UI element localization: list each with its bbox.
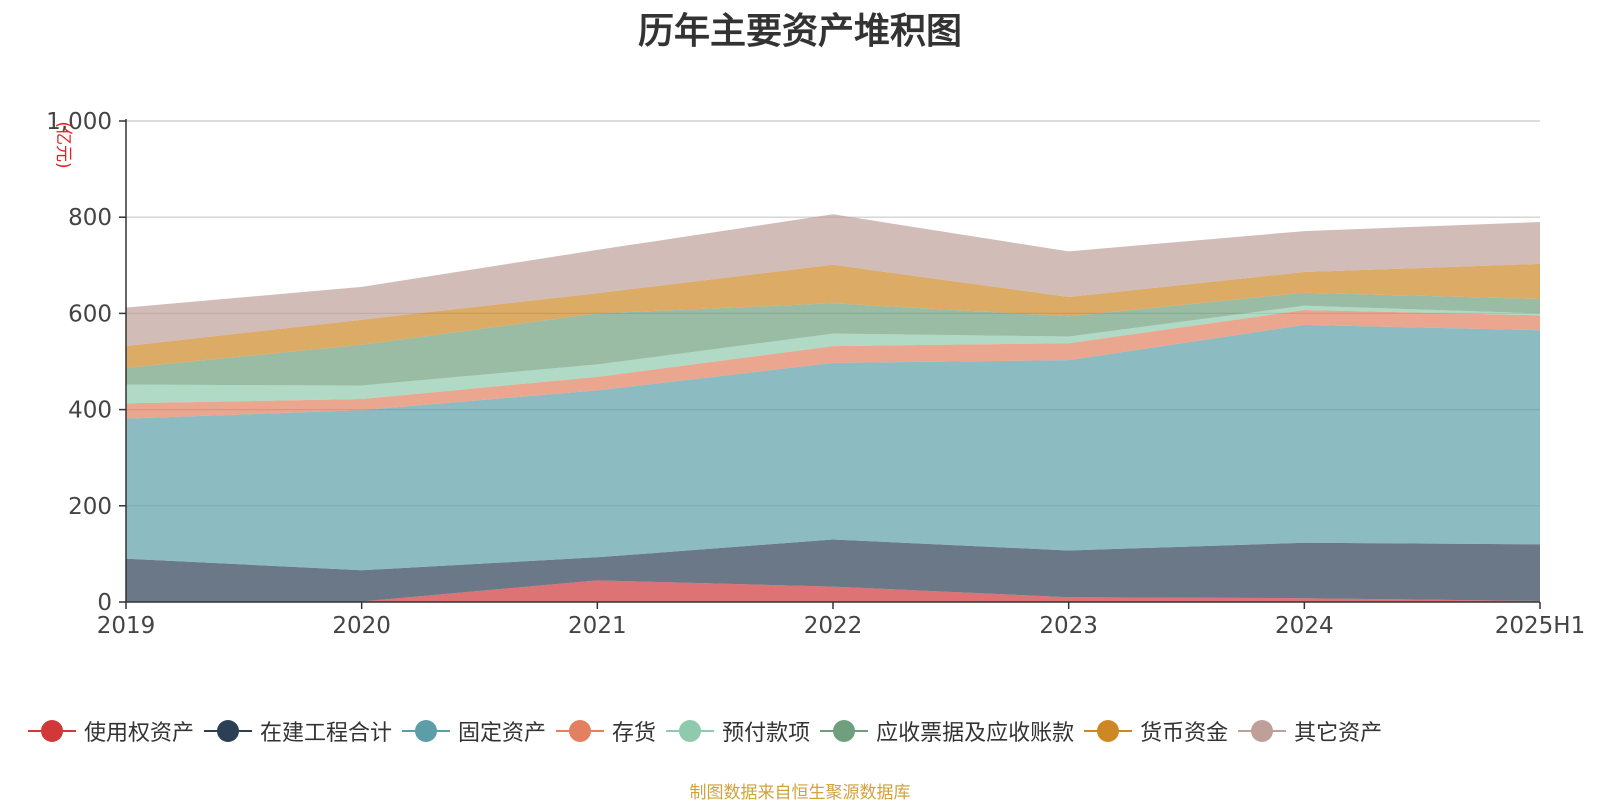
area-series-6[interactable] (126, 263, 1540, 368)
legend-label: 使用权资产 (84, 721, 195, 746)
x-tick-label: 2023 (1039, 613, 1098, 639)
x-tick-label: 2025H1 (1495, 613, 1585, 639)
area-layer (126, 214, 1540, 602)
legend-item[interactable]: 货币资金 (1084, 715, 1228, 747)
legend-label: 存货 (612, 721, 657, 746)
legend-marker-icon (28, 720, 76, 742)
legend-item[interactable]: 在建工程合计 (204, 715, 392, 747)
legend-label: 预付款项 (722, 721, 811, 746)
legend-label: 固定资产 (458, 721, 547, 746)
legend-marker-icon (204, 720, 253, 742)
legend-item[interactable]: 使用权资产 (28, 715, 194, 747)
area-series-0[interactable] (126, 580, 1540, 602)
area-series-7[interactable] (126, 214, 1540, 347)
area-series-4[interactable] (126, 305, 1540, 404)
legend-item[interactable]: 其它资产 (1238, 715, 1382, 747)
area-series-1[interactable] (126, 539, 1540, 603)
legend-label: 货币资金 (1140, 721, 1229, 746)
y-axis-label: (亿元) (53, 121, 73, 168)
legend-marker-icon (1238, 720, 1287, 742)
y-tick-label: 0 (97, 590, 112, 616)
legend-marker-icon (1084, 720, 1133, 742)
legend-item[interactable]: 存货 (556, 715, 656, 747)
legend-marker-icon (402, 720, 451, 742)
area-series-3[interactable] (126, 310, 1540, 419)
y-tick-label: 1,000 (46, 109, 112, 135)
x-tick-label: 2019 (97, 613, 156, 639)
axis-layer: 0 200 400 600 800 1,000(亿元) 2019 2020 2021 2022 20… (46, 109, 1585, 639)
legend-label: 应收票据及应收账款 (876, 721, 1075, 746)
x-tick-label: 2024 (1275, 613, 1334, 639)
area-series-5[interactable] (126, 292, 1540, 386)
x-tick-label: 2022 (804, 613, 863, 639)
source-note: 制图数据来自恒生聚源数据库 (689, 783, 911, 803)
legend: 使用权资产 在建工程合计 固定资产 存货 预付款项 应收票据及应收账款 货币资金 其它资产 (28, 716, 1392, 746)
area-series-2[interactable] (126, 324, 1540, 571)
chart-title: 历年主要资产堆积图 (637, 11, 962, 52)
x-tick-label: 2021 (568, 613, 627, 639)
x-tick-label: 2020 (332, 613, 391, 639)
legend-label: 在建工程合计 (260, 721, 393, 746)
y-tick-label: 600 (68, 301, 112, 327)
legend-marker-icon (556, 720, 605, 742)
y-tick-label: 200 (68, 494, 112, 520)
legend-marker-icon (820, 720, 869, 742)
y-tick-label: 400 (68, 398, 112, 424)
legend-item[interactable]: 预付款项 (666, 715, 810, 747)
legend-marker-icon (666, 720, 715, 742)
y-tick-label: 800 (68, 205, 112, 231)
legend-item[interactable]: 应收票据及应收账款 (820, 715, 1074, 747)
legend-label: 其它资产 (1294, 721, 1383, 746)
legend-item[interactable]: 固定资产 (402, 715, 546, 747)
